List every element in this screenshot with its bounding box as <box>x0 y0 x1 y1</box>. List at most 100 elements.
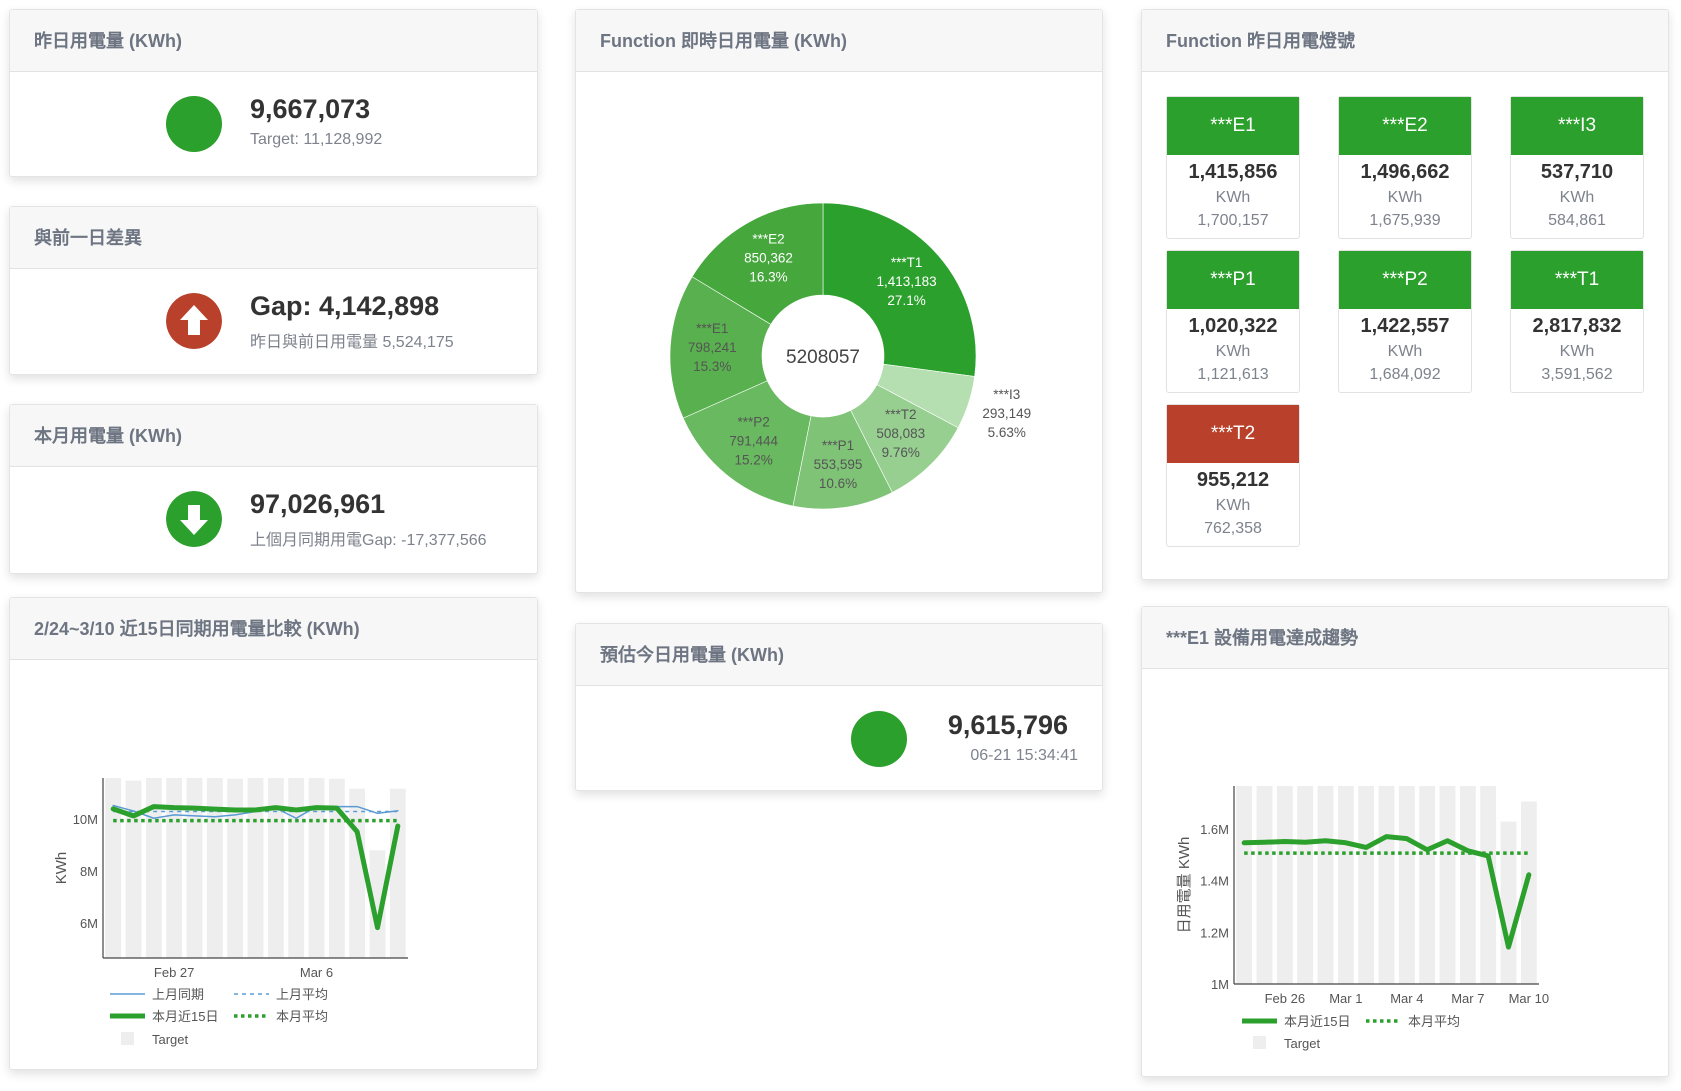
y-axis-label: KWh <box>53 852 70 885</box>
x-tick-label: Feb 27 <box>154 965 194 980</box>
target-bar <box>1276 786 1293 984</box>
light-tile[interactable]: ***P2 1,422,557 KWh 1,684,092 <box>1338 250 1472 393</box>
target-bar <box>166 778 183 958</box>
card-title: Function 即時日用電量 (KWh) <box>576 10 1102 72</box>
donut-label: ***T1 <box>891 255 923 270</box>
x-tick-label: Feb 26 <box>1265 991 1305 1006</box>
this-month-line <box>1241 834 1532 950</box>
tile-value: 1,422,557 <box>1360 315 1450 337</box>
yesterday-target: Target: 11,128,992 <box>250 131 383 148</box>
y-tick-label: 1.4M <box>1200 874 1229 889</box>
tile-name: ***E1 <box>1167 97 1299 155</box>
light-tile[interactable]: ***T2 955,212 KWh 762,358 <box>1166 404 1300 547</box>
donut-label: 5.63% <box>988 425 1026 440</box>
target-bar <box>227 778 244 958</box>
tile-name: ***P1 <box>1167 251 1299 309</box>
donut-label: 293,149 <box>982 406 1031 421</box>
this-month-line <box>110 804 401 931</box>
target-bar <box>1459 786 1476 984</box>
realtime-donut-chart[interactable]: ***T1 1,413,183 27.1% ***I3 293,149 5.63% ***T… <box>576 72 1102 592</box>
realtime-card: Function 即時日用電量 (KWh) ***T1 1,413,183 27.1… <box>575 9 1103 593</box>
tile-unit: KWh <box>1215 497 1251 514</box>
light-tile[interactable]: ***I3 537,710 KWh 584,861 <box>1510 96 1644 239</box>
target-bar <box>308 778 325 958</box>
light-tile[interactable]: ***E1 1,415,856 KWh 1,700,157 <box>1166 96 1300 239</box>
y-tick-label: 6M <box>80 916 98 931</box>
donut-slice <box>691 202 824 325</box>
target-bar <box>1500 821 1517 984</box>
donut-label: 791,444 <box>729 434 778 449</box>
tile-unit: KWh <box>1215 343 1251 360</box>
legend-item: 本月平均 <box>1366 1014 1460 1029</box>
donut-label: 10.6% <box>819 476 857 491</box>
donut-label: 798,241 <box>688 340 737 355</box>
target-bar <box>206 778 223 958</box>
month-subtext: 上個月同期用電Gap: -17,377,566 <box>250 532 487 549</box>
compare-chart-card: 2/24~3/10 近15日同期用電量比較 (KWh) 6M 8M 10M Feb 2… <box>9 597 538 1070</box>
tile-value: 1,020,322 <box>1188 315 1278 337</box>
tile-target: 1,684,092 <box>1369 366 1441 383</box>
donut-label: 553,595 <box>814 457 863 472</box>
month-usage-card: 本月用電量 (KWh) 97,026,961 上個月同期用電Gap: -17,3… <box>9 404 538 574</box>
card-title: 2/24~3/10 近15日同期用電量比較 (KWh) <box>10 598 537 660</box>
light-tile[interactable]: ***P1 1,020,322 KWh 1,121,613 <box>1166 250 1300 393</box>
target-bar <box>145 778 162 958</box>
trend-chart[interactable]: 1M 1.2M 1.4M 1.6M Feb 26 Mar 1 Mar 4 Mar 7 Mar 1… <box>1142 669 1668 1076</box>
y-tick-label: 1M <box>1211 977 1229 992</box>
donut-label: 27.1% <box>887 293 925 308</box>
donut-label: ***I3 <box>993 387 1020 402</box>
legend-item: 上月同期 <box>110 987 204 1002</box>
target-bar <box>125 780 142 958</box>
tile-name: ***T1 <box>1511 251 1643 309</box>
target-bar <box>288 778 305 958</box>
light-tile[interactable]: ***T1 2,817,832 KWh 3,591,562 <box>1510 250 1644 393</box>
tile-target: 1,121,613 <box>1197 366 1269 383</box>
yesterday-usage-card: 昨日用電量 (KWh) 9,667,073 Target: 11,128,992 <box>9 9 538 177</box>
donut-label: ***P2 <box>737 415 769 430</box>
target-bar <box>1337 786 1354 984</box>
arrow-up-circle-icon <box>166 293 222 349</box>
tile-value: 1,496,662 <box>1360 161 1450 183</box>
target-bar <box>186 778 203 958</box>
y-axis-label: 日用電量 KWh <box>1176 837 1193 934</box>
donut-label: ***T2 <box>885 407 917 422</box>
legend-item: 本月近15日 <box>110 1009 218 1024</box>
donut-slice <box>682 380 812 507</box>
tile-value: 955,212 <box>1196 469 1270 491</box>
legend-label: 上月平均 <box>276 987 328 1002</box>
tile-name: ***P2 <box>1339 251 1471 309</box>
tile-target: 1,700,157 <box>1197 212 1269 229</box>
donut-center-total: 5208057 <box>786 347 860 368</box>
diff-card: 與前一日差異 Gap: 4,142,898 昨日與前日用電量 5,524,175 <box>9 206 538 375</box>
y-tick-label: 10M <box>73 812 98 827</box>
gap-value: Gap: 4,142,898 <box>250 291 440 321</box>
target-bar <box>1480 786 1497 984</box>
legend-label: Target <box>152 1032 189 1047</box>
legend-item: Target <box>121 1032 189 1047</box>
target-bar <box>1520 801 1537 984</box>
x-tick-label: Mar 1 <box>1329 991 1362 1006</box>
legend-swatch <box>121 1032 134 1045</box>
target-bar <box>105 778 122 958</box>
y-tick-label: 1.2M <box>1200 925 1229 940</box>
donut-label: ***P1 <box>822 438 854 453</box>
tile-value: 537,710 <box>1540 161 1614 183</box>
gap-subtext: 昨日與前日用電量 5,524,175 <box>250 334 454 351</box>
donut-label: 1,413,183 <box>877 274 937 289</box>
x-tick-label: Mar 7 <box>1451 991 1484 1006</box>
status-dot-icon <box>851 711 907 767</box>
tile-unit: KWh <box>1387 189 1423 206</box>
donut-label: 15.2% <box>734 453 772 468</box>
donut-label: ***E1 <box>696 321 728 336</box>
card-title: 與前一日差異 <box>10 207 537 269</box>
target-bar <box>349 788 366 958</box>
legend-label: 本月平均 <box>276 1009 328 1024</box>
card-title: ***E1 設備用電達成趨勢 <box>1142 607 1668 669</box>
target-bar <box>1358 786 1375 984</box>
donut-label: 850,362 <box>744 250 793 265</box>
legend-label: 上月同期 <box>152 987 204 1002</box>
y-tick-label: 8M <box>80 864 98 879</box>
card-title: Function 昨日用電燈號 <box>1142 10 1668 72</box>
light-tile[interactable]: ***E2 1,496,662 KWh 1,675,939 <box>1338 96 1472 239</box>
